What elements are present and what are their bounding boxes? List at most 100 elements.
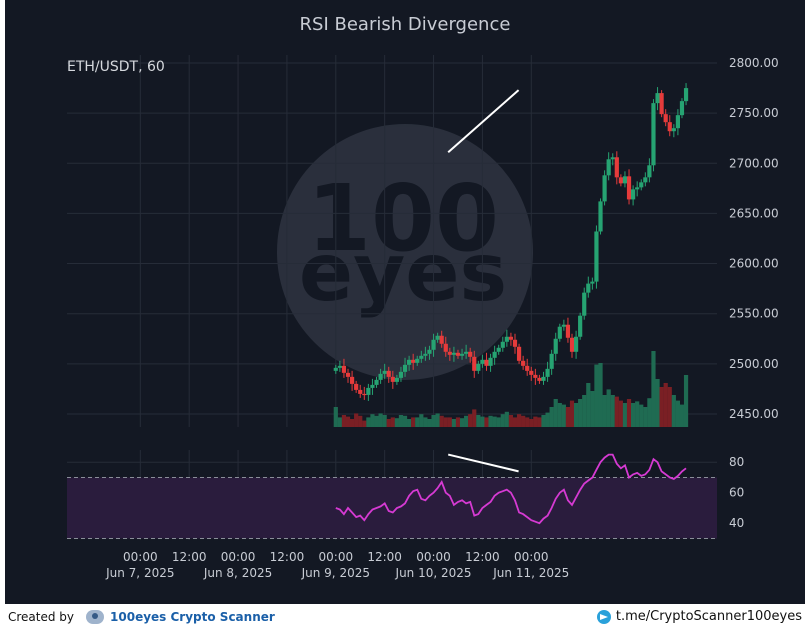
volume-bar (386, 419, 391, 427)
candle-body (370, 384, 375, 388)
candle-body (468, 351, 473, 357)
price-tick-label: 2500.00 (729, 357, 779, 371)
price-tick-label: 2600.00 (729, 257, 779, 271)
candle-body (683, 88, 689, 102)
volume-bar (667, 387, 672, 427)
candle-body (374, 379, 379, 385)
candle-body (582, 292, 587, 316)
candle-body (614, 157, 619, 178)
candle-body (651, 103, 656, 166)
candle-body (533, 374, 538, 378)
brand-link[interactable]: 100eyes Crypto Scanner (110, 610, 275, 624)
volume-bar (598, 363, 603, 427)
candle-body (606, 159, 611, 176)
volume-bar (496, 417, 501, 427)
volume-bar (488, 415, 493, 427)
time-tick-label: 00:00 (221, 550, 256, 564)
candle-body (602, 175, 607, 202)
candle-body (569, 337, 575, 352)
volume-bar (561, 404, 566, 427)
volume-bar (374, 415, 379, 427)
volume-bar (455, 417, 461, 427)
time-axis: 00:00 Jun 7, 2025 12:00 00:00 Jun 8, 2025 12:… (105, 550, 569, 580)
candle-body (508, 336, 514, 340)
volume-bar (333, 407, 338, 427)
candle-body (631, 189, 636, 200)
volume-bar (362, 420, 367, 427)
footer-telegram[interactable]: t.me/CryptoScanner100eyes (596, 609, 802, 624)
candle-body (333, 367, 338, 371)
volume-bar (655, 379, 660, 427)
volume-bar (492, 416, 497, 427)
volume-bar (394, 418, 399, 427)
rsi-band (67, 477, 717, 539)
candle-body (496, 347, 501, 352)
volume-bar (610, 395, 615, 427)
rsi-reference-lines (67, 476, 717, 539)
candle-body (447, 351, 452, 355)
candle-body (573, 336, 579, 352)
candle-body (586, 283, 591, 293)
volume-bar (529, 419, 534, 427)
volume-bar (635, 401, 640, 427)
volume-bar (549, 407, 554, 427)
candle-body (407, 359, 412, 365)
telegram-icon (596, 609, 611, 624)
candle-body (578, 315, 583, 337)
volume-bar (480, 416, 485, 427)
volume-bar (382, 415, 387, 427)
volume-bar (398, 415, 404, 427)
candle-body (525, 365, 530, 371)
time-tick-label: 00:00 (319, 550, 354, 564)
volume-bar (476, 415, 481, 427)
candle-body (415, 358, 420, 363)
volume-bar (435, 413, 440, 427)
candle-body (411, 359, 416, 363)
volume-bar (557, 403, 562, 427)
volume-bar (451, 419, 457, 427)
volume-bar (345, 416, 351, 427)
time-tick-label: 12:00 (465, 550, 500, 564)
candle-body (561, 324, 566, 327)
candle-body (643, 177, 648, 183)
volume-bar (439, 415, 444, 427)
candle-body (455, 352, 461, 356)
time-tick-label: 00:00 (416, 550, 451, 564)
price-tick-label: 2650.00 (729, 206, 779, 220)
volume-bar (508, 415, 514, 427)
rsi-tick-label: 40 (729, 516, 744, 530)
candle-body (345, 372, 351, 377)
volume-bar (659, 387, 664, 427)
chart-panel: 100 eyes 2450.00 2500.00 2550.00 2600.00 265… (5, 0, 805, 604)
volume-bar (582, 395, 587, 427)
candle-body (402, 364, 408, 372)
candle-body (427, 349, 432, 354)
volume-bar (378, 413, 383, 427)
divergence-line-rsi (447, 453, 519, 473)
telegram-link[interactable]: t.me/CryptoScanner100eyes (615, 609, 802, 624)
volume-bar (447, 417, 452, 427)
watermark-line2: eyes (299, 226, 507, 319)
candle-body (659, 93, 664, 115)
volume-bar (504, 411, 509, 427)
volume-bar (484, 417, 489, 427)
volume-bar (614, 396, 619, 427)
candle-body (480, 359, 485, 364)
volume-bar (533, 416, 538, 427)
time-tick-label: 12:00 (172, 550, 207, 564)
candle-body (451, 352, 457, 355)
volume-bar (671, 395, 676, 427)
volume-bar (459, 418, 465, 427)
candle-body (663, 114, 668, 123)
candle-body (626, 176, 632, 200)
candle-body (443, 343, 448, 352)
candle-body (398, 371, 404, 378)
candle-body (590, 281, 595, 284)
volume-bar (679, 404, 685, 427)
date-tick-label: Jun 9, 2025 (301, 566, 370, 580)
candle-body (647, 165, 652, 178)
volume-bar (402, 415, 408, 427)
candle-body (390, 376, 395, 382)
volume-bar (537, 417, 542, 427)
volume-bar (573, 403, 579, 427)
